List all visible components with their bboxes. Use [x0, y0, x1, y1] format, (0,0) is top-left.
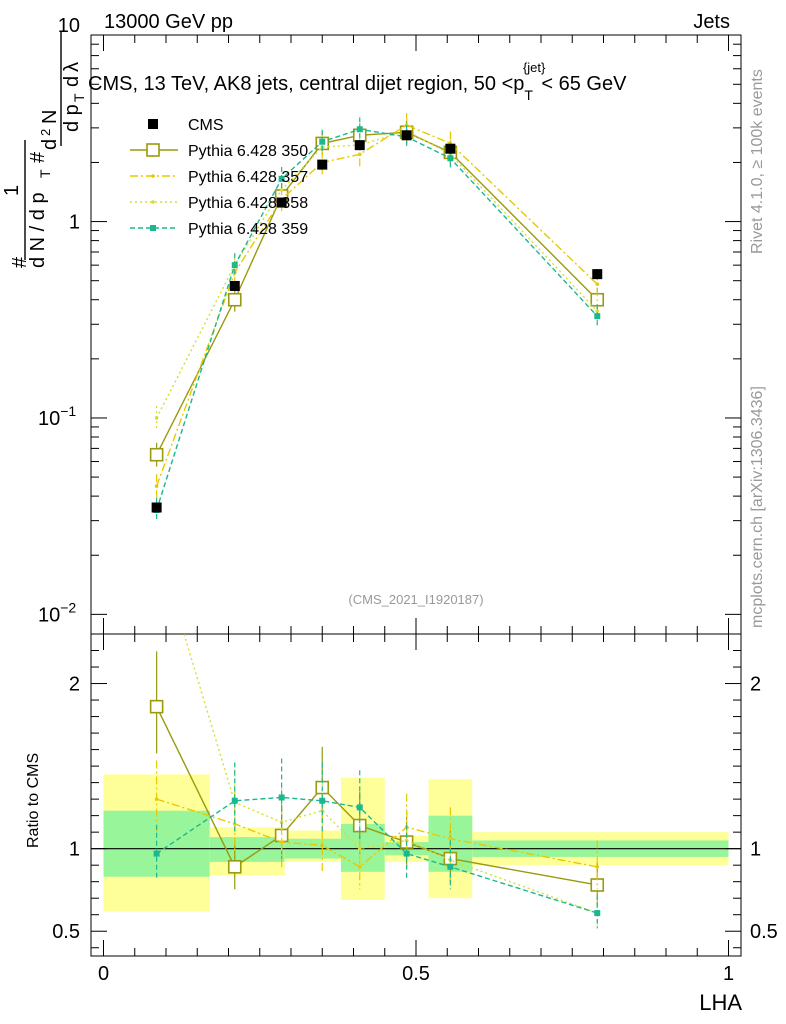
filled-square-marker	[150, 225, 156, 231]
dot-marker	[595, 865, 600, 869]
legend-label: Pythia 6.428 357	[188, 169, 308, 186]
legend-label: Pythia 6.428 358	[188, 195, 308, 212]
svg-text:d N / d p: d N / d p	[27, 192, 49, 268]
filled-square-marker	[594, 313, 601, 320]
dot-marker	[279, 188, 284, 192]
legend: CMS Pythia 6.428 350 Pythia 6.428 357 Pythi…	[130, 117, 308, 238]
header-right: Jets	[693, 11, 730, 33]
dot-marker	[154, 484, 159, 488]
svg-text:T: T	[71, 93, 87, 102]
legend-label: Pythia 6.428 359	[188, 221, 308, 238]
dot-marker	[154, 416, 159, 420]
ratio-tick-label-right: 2	[750, 674, 761, 696]
ratio-line-2	[183, 634, 598, 914]
x-tick-label: 0.5	[402, 963, 430, 985]
ratio-line-1	[156, 798, 598, 868]
y-tick-label: 10−1	[38, 403, 76, 430]
open-square-marker	[227, 292, 242, 307]
x-tick-label: 1	[723, 963, 734, 985]
rivet-label: Rivet 4.1.0, ≥ 100k events	[749, 69, 766, 254]
x-axis-label: LHA	[699, 990, 742, 1015]
svg-text:d: d	[61, 76, 83, 87]
cms-data-point	[592, 269, 603, 280]
ratio-plot: 0.5 0.5 1 1 2 2 0 0.5 1	[52, 541, 778, 985]
cms-data-point	[445, 143, 456, 154]
filled-square-marker	[403, 850, 410, 857]
dot-marker	[595, 282, 600, 286]
series-line-0	[155, 131, 598, 456]
cms-data-point	[317, 159, 328, 170]
ratio-tick-label-right: 0.5	[750, 921, 778, 943]
filled-square-marker	[356, 804, 363, 811]
svg-text:λ: λ	[61, 62, 83, 72]
dot-marker	[357, 865, 362, 869]
open-square-marker	[149, 699, 164, 714]
analysis-id: (CMS_2021_I1920187)	[348, 592, 483, 607]
dot-marker	[279, 840, 284, 844]
dot-marker	[154, 797, 159, 801]
open-square-marker	[146, 143, 160, 157]
svg-text:1: 1	[1, 185, 23, 196]
cms-data-point	[276, 197, 287, 208]
open-square-marker	[149, 447, 164, 462]
svg-text:#: #	[27, 151, 49, 163]
filled-square-marker	[319, 138, 326, 145]
ratio-tick-label-left: 2	[69, 674, 80, 696]
legend-label: CMS	[188, 117, 224, 134]
legend-label: Pythia 6.428 350	[188, 143, 308, 160]
y-tick-label: 1	[69, 212, 80, 234]
header-left: 13000 GeV pp	[104, 11, 233, 33]
dot-marker	[151, 200, 155, 204]
filled-square-marker	[447, 863, 454, 870]
x-tick-label: 0	[98, 963, 109, 985]
ratio-ylabel: Ratio to CMS	[25, 753, 42, 848]
mcplots-label: mcplots.cern.ch [arXiv:1306.3436]	[749, 386, 766, 628]
svg-text:2: 2	[38, 129, 53, 136]
ratio-series-area	[149, 541, 605, 929]
y-tick-label: 10−2	[38, 599, 76, 626]
main-plot: 10 1 10−1 10−2	[38, 15, 742, 635]
plot-title: CMS, 13 TeV, AK8 jets, central dijet reg…	[88, 60, 627, 103]
dot-marker	[595, 309, 600, 313]
series-line-1	[155, 124, 598, 487]
svg-text:N: N	[39, 110, 61, 124]
dot-marker	[357, 846, 362, 851]
main-series-area	[149, 113, 605, 522]
filled-square-marker	[231, 797, 238, 804]
filled-square-marker	[278, 794, 285, 801]
ratio-line-3	[156, 796, 598, 914]
ratio-tick-label-left: 0.5	[52, 921, 80, 943]
y-tick-label: 10	[58, 15, 80, 37]
svg-text:d p: d p	[61, 104, 83, 132]
svg-text:T: T	[37, 169, 53, 178]
dot-marker	[404, 838, 409, 843]
dot-marker	[232, 822, 237, 826]
dot-marker	[320, 843, 325, 848]
cms-data-point	[229, 280, 240, 291]
legend-cms-marker	[148, 119, 158, 129]
open-square-marker	[227, 860, 242, 874]
svg-text:d: d	[39, 139, 61, 150]
filled-square-marker	[319, 797, 326, 804]
dot-marker	[279, 820, 284, 825]
filled-square-marker	[231, 262, 238, 269]
filled-square-marker	[447, 155, 454, 162]
filled-square-marker	[278, 175, 285, 182]
ratio-line-0	[155, 706, 598, 886]
ratio-tick-label-right: 1	[750, 839, 761, 861]
filled-square-marker	[594, 910, 601, 917]
cms-data-point	[401, 130, 412, 141]
series-line-3	[155, 128, 598, 511]
main-ylabel: # 1 d N / d p T # d 2 N d p T d λ	[1, 32, 87, 268]
cms-data-point	[151, 502, 162, 513]
cms-data-point	[354, 140, 365, 151]
filled-square-marker	[356, 126, 363, 133]
dot-marker	[151, 174, 155, 178]
series-line-2	[156, 130, 598, 419]
dot-marker	[155, 541, 159, 545]
ratio-tick-label-left: 1	[69, 839, 80, 861]
filled-square-marker	[153, 850, 160, 857]
